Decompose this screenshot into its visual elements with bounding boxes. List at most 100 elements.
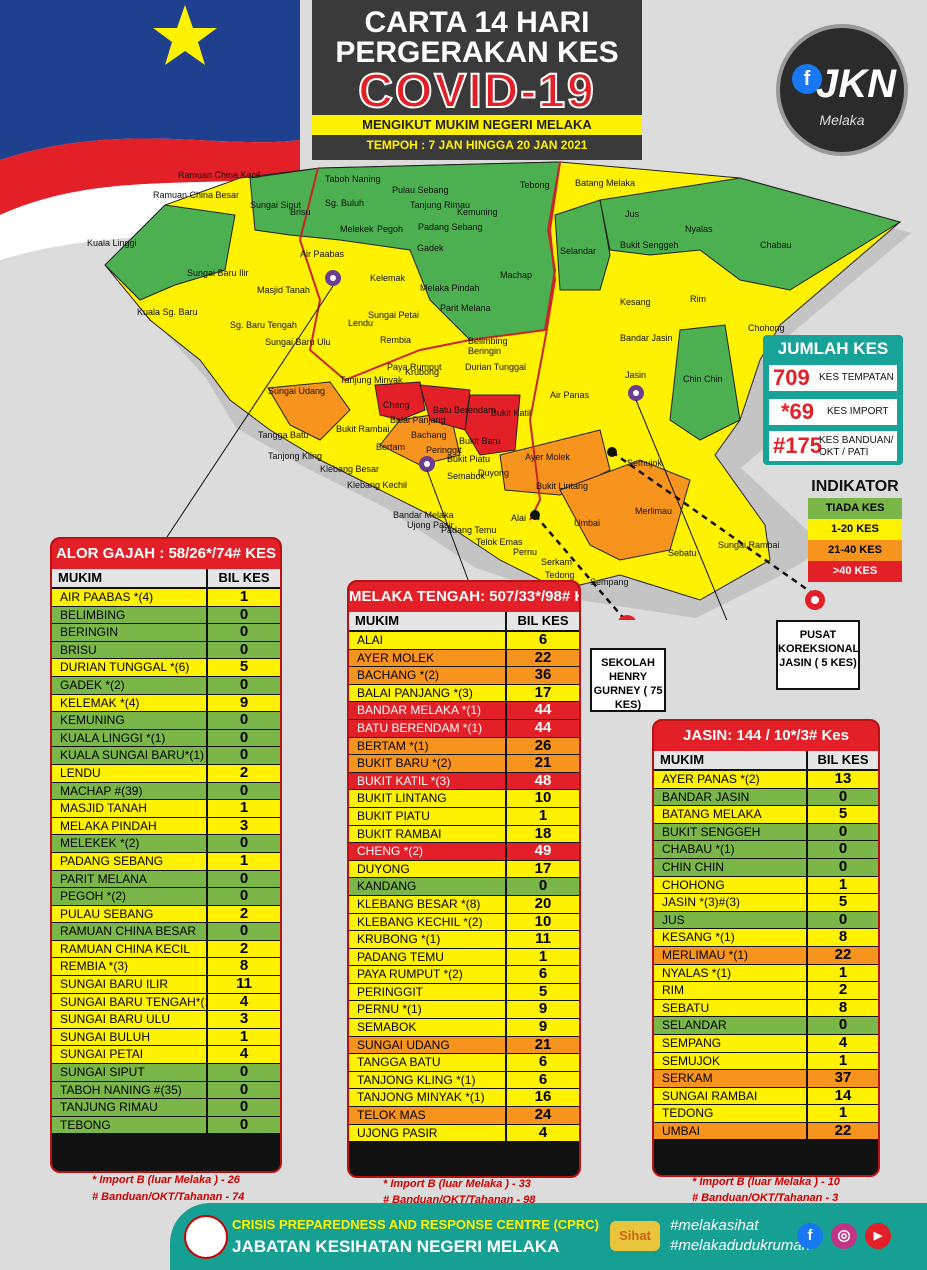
case-count: 0 <box>806 841 878 858</box>
case-count: 0 <box>206 747 280 764</box>
mukim-name: TANJUNG RIMAU <box>60 1100 158 1115</box>
mukim-name: BACHANG *(2) <box>357 668 440 683</box>
table-row: KUALA LINGGI *(1) 0 <box>52 729 280 748</box>
map-label: Taboh Naning <box>325 174 381 184</box>
mukim-name: TANJONG KLING *(1) <box>357 1072 476 1087</box>
youtube-icon[interactable]: ▶ <box>865 1223 891 1249</box>
case-count: 0 <box>206 1116 280 1134</box>
map-label: Tanjong Kling <box>268 451 323 461</box>
map-label: Sungai Rambai <box>718 540 780 550</box>
jasin-footnote-1: * Import B (luar Melaka ) - 10 <box>692 1176 840 1188</box>
case-count: 22 <box>806 946 878 964</box>
map-label: Tangga Batu <box>258 430 309 440</box>
case-count: 0 <box>806 788 878 806</box>
map-label: Nyalas <box>685 224 713 234</box>
map-label: Pernu <box>513 547 538 557</box>
table-row: AIR PAABAS *(4) 1 <box>52 588 280 607</box>
map-label: Sungai Petai <box>368 310 420 320</box>
map-label: Bertam <box>376 442 406 452</box>
table-row: TANGGA BATU 6 <box>349 1054 579 1072</box>
legend-1-20: 1-20 KES <box>808 519 902 540</box>
map-label: Kemuning <box>457 207 498 217</box>
table-row: BANDAR JASIN 0 <box>654 788 878 807</box>
map-label: Beringin <box>468 346 502 356</box>
map-label: Serkam <box>541 557 573 567</box>
mukim-name: AYER MOLEK <box>357 650 435 665</box>
table-row: KLEBANG BESAR *(8) 20 <box>349 895 579 914</box>
map-label: Padang Sebang <box>418 222 483 232</box>
map-label: Gadek <box>417 243 444 253</box>
map-label: Ayer Molek <box>525 452 570 462</box>
table-row: PERNU *(1) 9 <box>349 1001 579 1020</box>
jasin-footnote-2: # Banduan/OKT/Tahanan - 3 <box>692 1192 839 1204</box>
table-row: BATANG MELAKA 5 <box>654 806 878 824</box>
case-count: 5 <box>206 659 280 676</box>
mukim-name: BALAI PANJANG *(3) <box>357 685 473 700</box>
case-count: 0 <box>206 835 280 852</box>
mukim-name: JUS <box>662 912 685 927</box>
case-count: 26 <box>505 737 579 755</box>
hashtag-2: #melakadudukrumah <box>670 1237 811 1254</box>
red-pin-icon <box>805 590 825 610</box>
case-count: 18 <box>505 825 579 843</box>
facebook-icon: f <box>792 64 822 94</box>
table-row: RAMUAN CHINA KECIL 2 <box>52 940 280 959</box>
map-green-selandar <box>554 199 611 291</box>
facebook-icon[interactable]: f <box>797 1223 823 1249</box>
case-count: 22 <box>505 649 579 667</box>
map-label: Klebang Besar <box>320 464 380 474</box>
table-row: BERINGIN 0 <box>52 624 280 642</box>
case-count: 11 <box>505 930 579 948</box>
mukim-name: BRISU <box>60 642 97 657</box>
mukim-name: CHIN CHIN <box>662 859 724 874</box>
total-prisoner-row: #175 KES BANDUAN/ OKT / PATI <box>769 431 897 461</box>
map-label: Durian Tunggal <box>465 362 527 372</box>
mukim-name: SUNGAI SIPUT <box>60 1065 145 1080</box>
total-cases-title: JUMLAH KES <box>777 339 889 358</box>
map-label: Bandar Melaka <box>393 510 454 520</box>
mukim-name: SEMUJOK <box>662 1053 721 1068</box>
map-label: Ujong Pasir <box>407 520 454 530</box>
case-count: 14 <box>806 1087 878 1105</box>
case-count: 1 <box>505 807 579 825</box>
mukim-name: KANDANG <box>357 879 417 894</box>
map-label: Chabau <box>760 240 792 250</box>
case-count: 1 <box>505 948 579 966</box>
map-label: Bachang <box>411 430 447 440</box>
mukim-name: CHOHONG <box>662 877 725 892</box>
hashtag-1: #melakasihat <box>670 1217 759 1234</box>
map-label: Bandar Jasin <box>620 333 673 343</box>
map-label: Melekek <box>340 224 374 234</box>
table-row: PADANG SEBANG 1 <box>52 852 280 871</box>
case-count: 0 <box>206 887 280 905</box>
table-row: SEMPANG 4 <box>654 1034 878 1053</box>
table-row: TEBONG 0 <box>52 1116 280 1135</box>
mukim-name: RAMUAN CHINA BESAR <box>60 924 197 939</box>
table-row: KESANG *(1) 8 <box>654 929 878 947</box>
case-count: 4 <box>806 1034 878 1052</box>
table-row: MELAKA PINDAH 3 <box>52 817 280 836</box>
map-label: Rembia <box>380 335 412 345</box>
total-cases-box: JUMLAH KES 709 KES TEMPATAN *69 KES IMPO… <box>763 335 903 465</box>
case-count: 0 <box>206 1063 280 1081</box>
case-count: 4 <box>206 1046 280 1064</box>
case-count: 1 <box>806 1105 878 1122</box>
count-header: BIL KES <box>206 569 280 587</box>
mukim-name: SEBATU <box>662 1000 710 1015</box>
melaka-tengah-table: MELAKA TENGAH: 507/33*/98# KES MUKIM BIL… <box>347 580 581 1178</box>
map-label: Jus <box>625 209 640 219</box>
instagram-icon[interactable]: ◎ <box>831 1223 857 1249</box>
table-row: RIM 2 <box>654 982 878 1000</box>
case-count: 2 <box>206 764 280 782</box>
mukim-name: PAYA RUMPUT *(2) <box>357 967 463 982</box>
mukim-name: SUNGAI BARU ULU <box>60 1012 171 1027</box>
mukim-name: SUNGAI PETAI <box>60 1047 144 1062</box>
mukim-name: SUNGAI UDANG <box>357 1037 450 1052</box>
case-count: 1 <box>206 800 280 817</box>
case-count: 6 <box>505 1071 579 1089</box>
mukim-name: TEDONG <box>662 1106 714 1121</box>
case-count: 6 <box>505 966 579 983</box>
table-row: SEMABOK 9 <box>349 1018 579 1037</box>
case-count: 5 <box>806 806 878 823</box>
map-label: Krubong <box>405 367 440 377</box>
